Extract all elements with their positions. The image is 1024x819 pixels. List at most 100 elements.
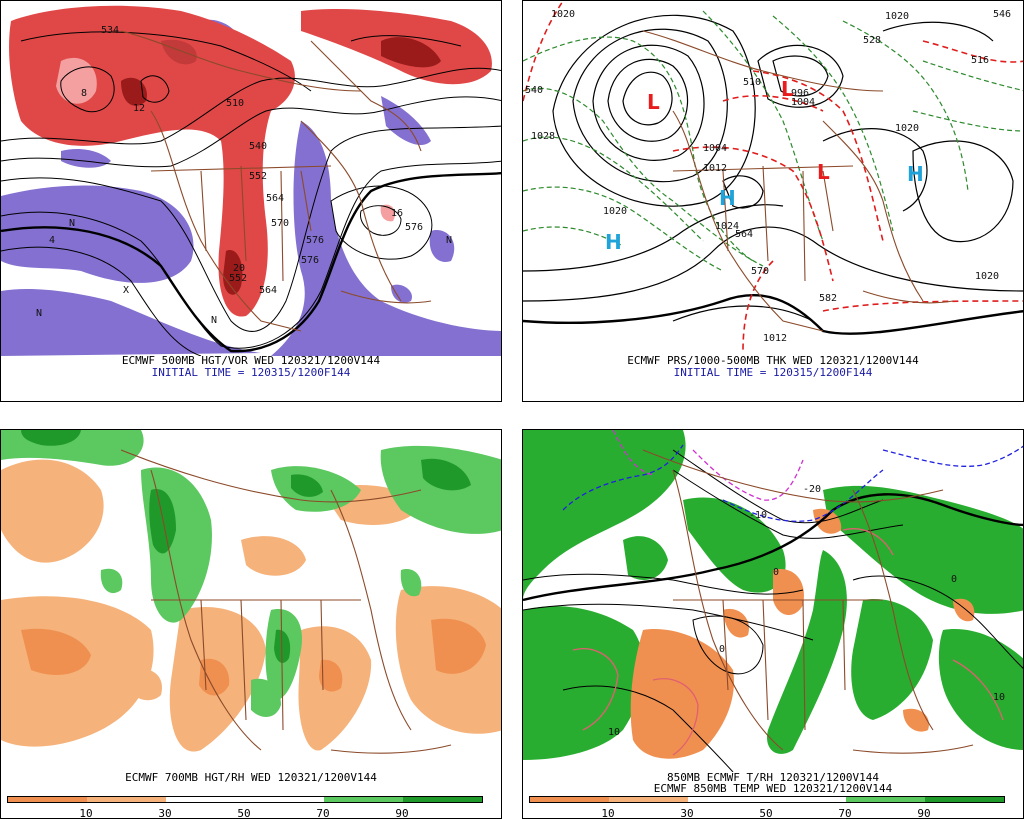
pressure-labels: 1020 1020 1028 1024 1004 1004 996 1012 1… [531,9,999,344]
dry-areas [630,508,975,759]
isobar-1012-bold [523,293,1023,335]
colorbar-tick: 70 [316,807,330,819]
temperature-label: 0 [719,644,725,655]
thickness-labels: 540 510 516 570 546 564 582 528 [525,9,1011,304]
contour-label: 20 [233,263,245,274]
temperature-label: 0 [773,567,779,578]
contour-label: 564 [259,285,277,296]
rh-colorbar [529,796,1005,803]
contour-label: N [211,315,217,326]
temperature-label: -20 [803,484,821,495]
map-850mb-temp-rh: -20 -10 0 10 0 0 10 [523,430,1023,772]
panel-prs-thickness: L L L H H H 1020 1020 1028 1024 1004 100… [522,0,1024,402]
contour-label: 4 [49,235,55,246]
panel-initial-time: INITIAL TIME = 120315/1200F144 [151,366,351,379]
contour-label: 576 [306,235,324,246]
high-marker: H [907,162,924,186]
low-marker: L [647,90,660,114]
contour-label: 576 [405,222,423,233]
temperature-label: 0 [951,574,957,585]
colorbar-tick: 90 [395,807,409,819]
very-cold-isotherms [612,430,804,501]
contour-label: 16 [391,208,403,219]
contour-label: 570 [271,218,289,229]
panel-title: ECMWF 500MB HGT/VOR WED 120321/1200V144 [121,354,381,367]
colorbar-tick: 10 [79,807,93,819]
pressure-label: 1012 [703,163,727,174]
low-marker: L [817,160,830,184]
thickness-label: 570 [751,266,769,277]
pressure-label: 1004 [791,97,815,108]
pressure-label: 1024 [715,221,739,232]
moist-areas [523,430,1023,760]
thickness-label: 510 [743,77,761,88]
panel-title: ECMWF 700MB HGT/RH WED 120321/1200V144 [125,771,377,784]
panel-initial-time: INITIAL TIME = 120315/1200F144 [673,366,873,379]
panel-title: ECMWF PRS/1000-500MB THK WED 120321/1200… [627,354,919,367]
colorbar-tick: 90 [917,807,931,819]
contour-label: N [36,308,42,319]
thickness-label: 564 [735,229,753,240]
thickness-cold-lines [523,10,1023,272]
colorbar-tick: 50 [237,807,251,819]
isobars [523,14,1023,322]
contour-label: X [123,285,129,296]
pressure-label: 1020 [975,271,999,282]
height-contour-bold [1,171,501,353]
political-borders [120,449,452,754]
pressure-label: 996 [791,88,809,99]
contour-label: N [69,218,75,229]
map-700mb-rh [1,430,501,772]
cold-isotherms [562,444,1023,522]
thickness-label: 516 [971,55,989,66]
pressure-label: 1020 [551,9,575,20]
contour-label: 552 [229,273,247,284]
contour-label: 576 [301,255,319,266]
contour-label: 510 [226,98,244,109]
colorbar-tick: 30 [680,807,694,819]
temperature-label: 10 [993,692,1005,703]
thickness-label: 528 [863,35,881,46]
pressure-label: 1020 [885,11,909,22]
pressure-label: 1004 [703,143,727,154]
temperature-contours [523,449,1023,772]
height-contours [1,31,501,356]
panel-850mb-t-rh: -20 -10 0 10 0 0 10 850MB ECMWF T/RH 120… [522,429,1024,819]
temperature-label: -10 [749,510,767,521]
thickness-warm-lines [523,1,1023,352]
contour-label: 12 [133,103,145,114]
thickness-label: 582 [819,293,837,304]
panel-subtitle: ECMWF 850MB TEMP WED 120321/1200V144 [653,782,893,795]
thickness-label: 540 [525,85,543,96]
political-borders [642,449,974,754]
colorbar-tick: 70 [838,807,852,819]
panel-700mb-hgt-rh: ECMWF 700MB HGT/RH WED 120321/1200V144 1… [0,429,502,819]
colorbar-tick: 10 [601,807,615,819]
political-borders [642,30,954,332]
temperature-label: 10 [608,727,620,738]
high-marker: H [719,186,736,210]
pressure-label: 1028 [531,131,555,142]
colorbar-tick: 50 [759,807,773,819]
panel-title: 850MB ECMWF T/RH 120321/1200V144 [667,771,879,784]
map-500mb-vorticity: 534 510 540 552 564 570 576 552 564 576 … [1,1,501,356]
contour-label: 552 [249,171,267,182]
pressure-label: 1012 [763,333,787,344]
pressure-label: 1020 [603,206,627,217]
positive-vorticity-areas [9,5,492,317]
pressure-label: 1020 [895,123,919,134]
contour-label: 540 [249,141,267,152]
panel-500mb-hgt-vor: 534 510 540 552 564 570 576 552 564 576 … [0,0,502,402]
low-marker: L [781,77,794,101]
contour-label: N [446,235,452,246]
colorbar-tick: 30 [158,807,172,819]
zero-degree-contour [523,493,1023,602]
map-pressure-thickness: L L L H H H 1020 1020 1028 1024 1004 100… [523,1,1023,356]
high-marker: H [605,230,622,254]
contour-label: 8 [81,88,87,99]
contour-label: 534 [101,25,119,36]
contour-label: 564 [266,193,284,204]
rh-colorbar [7,796,483,803]
political-borders [120,30,432,332]
thickness-label: 546 [993,9,1011,20]
